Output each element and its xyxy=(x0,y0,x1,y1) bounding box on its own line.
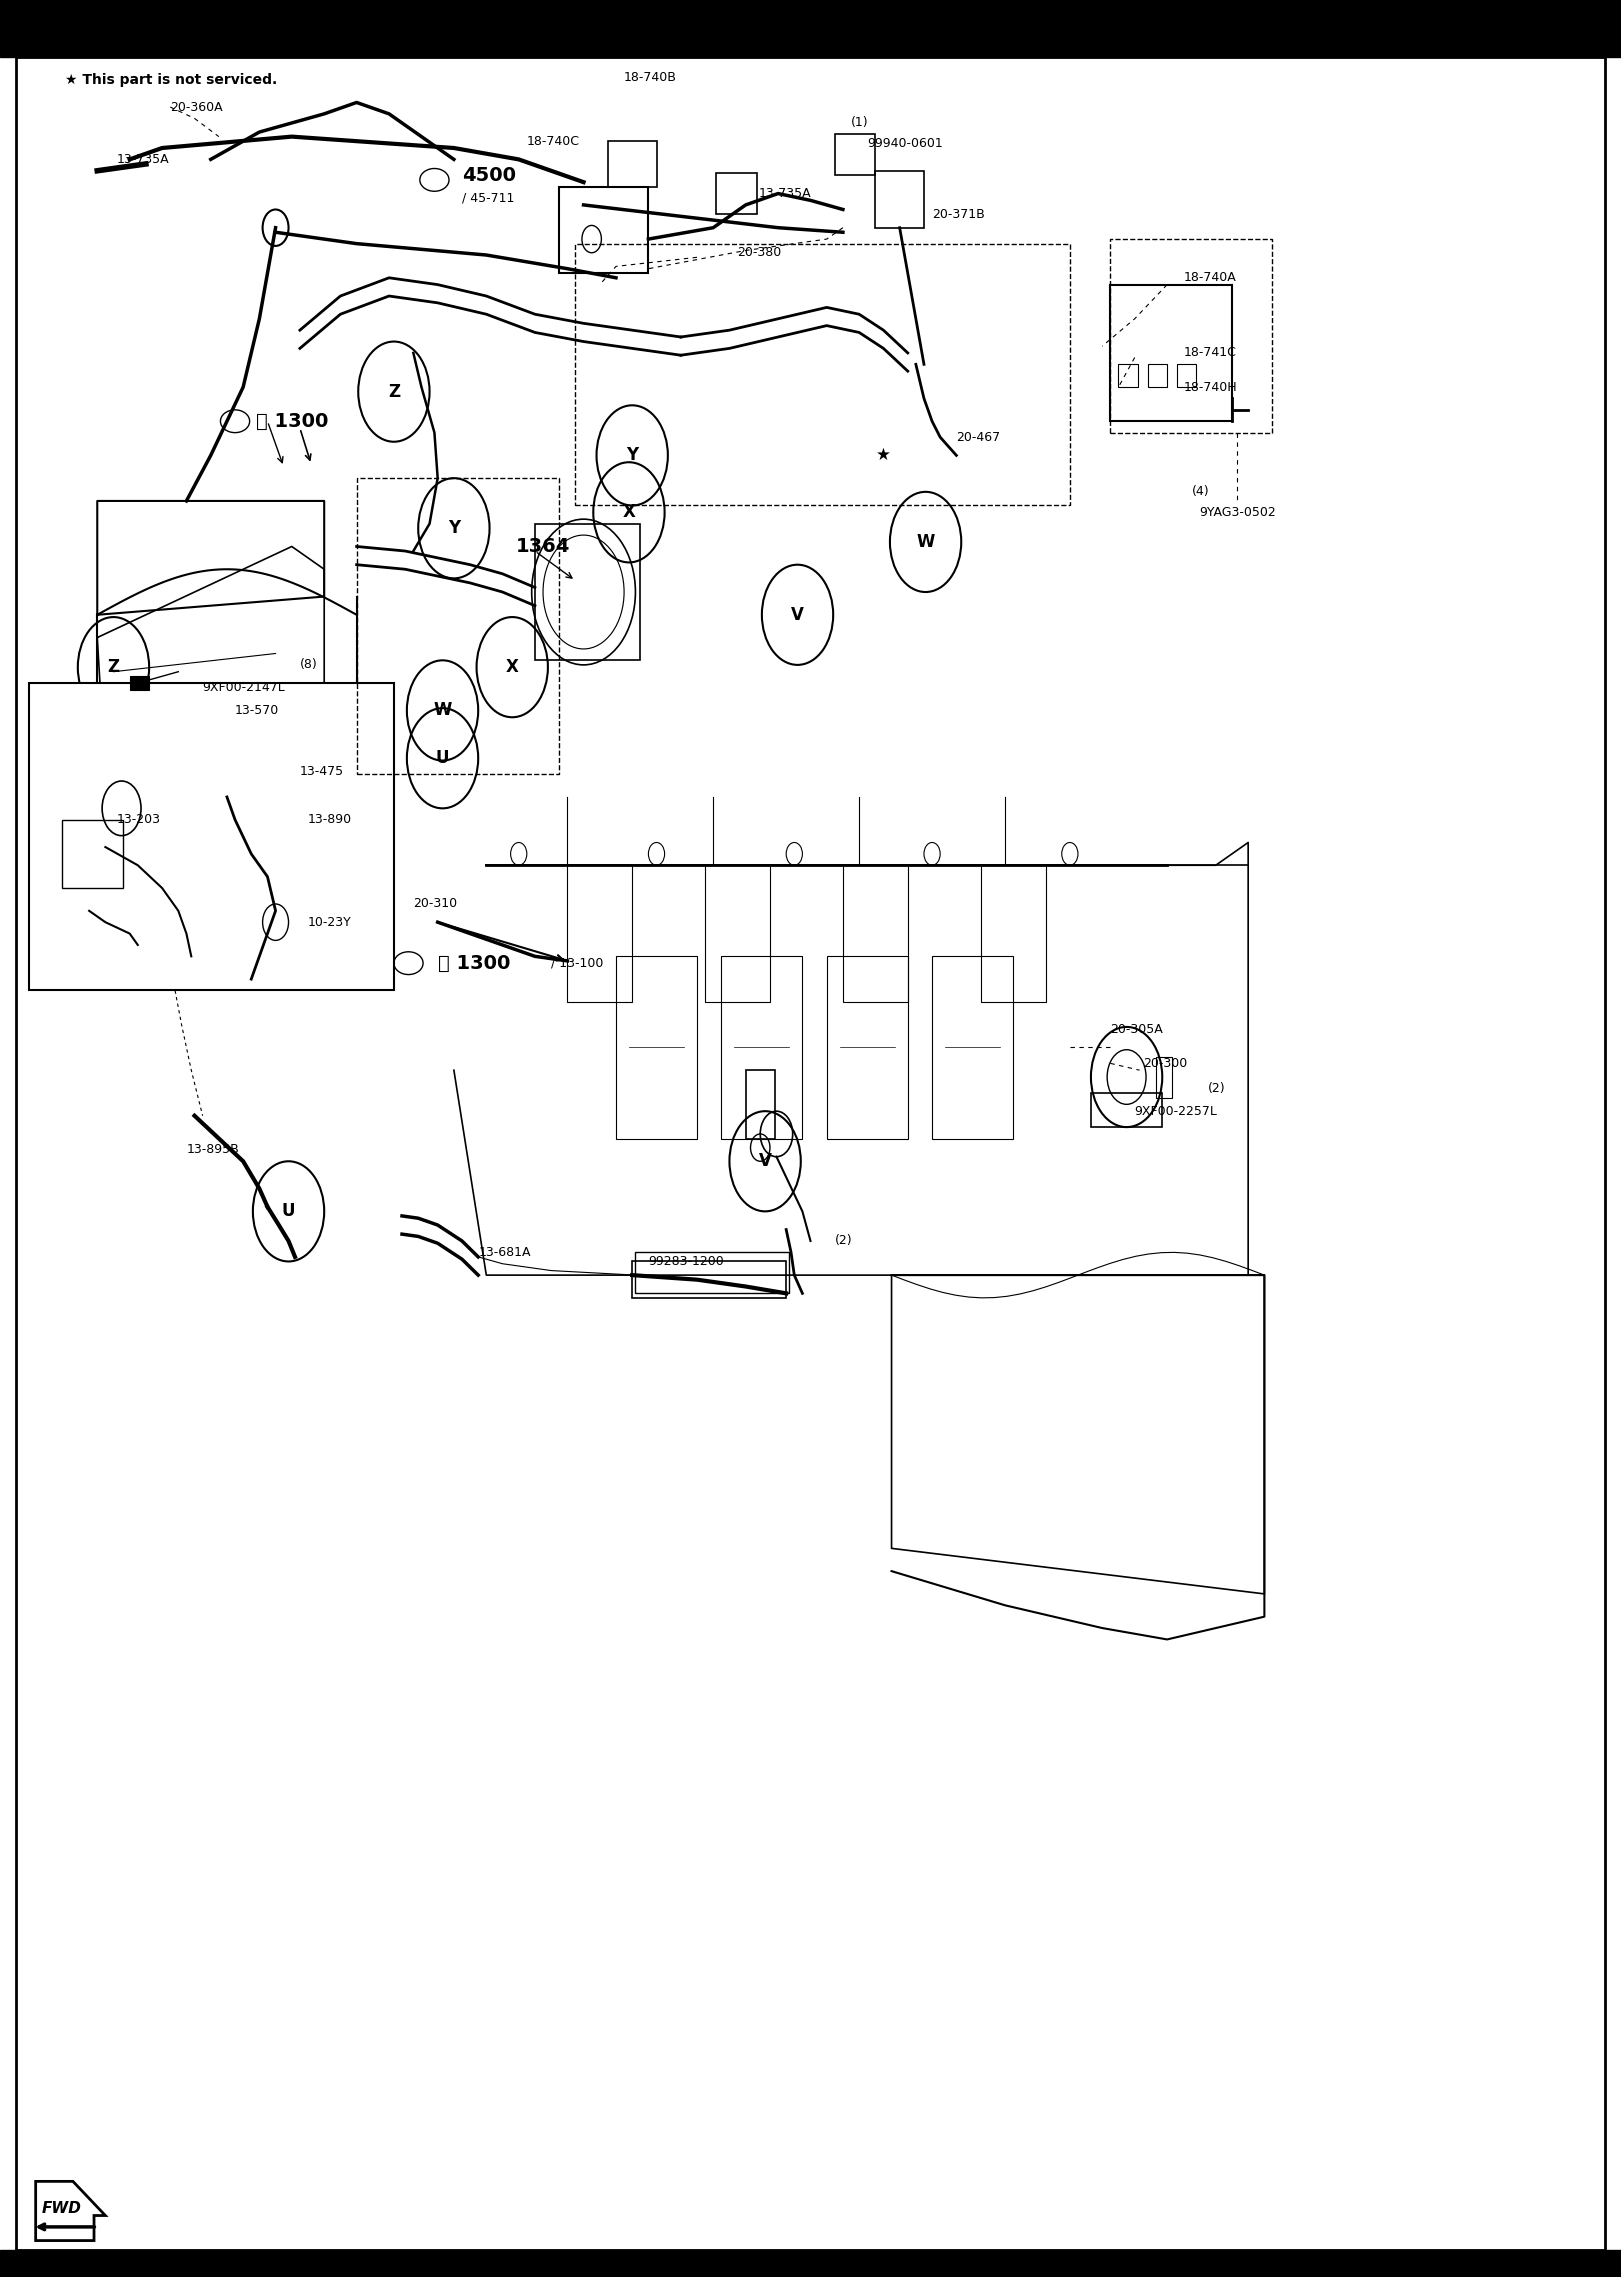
Text: 13-890: 13-890 xyxy=(308,813,352,827)
Text: W: W xyxy=(916,533,935,551)
Text: 20-467: 20-467 xyxy=(956,430,1000,444)
Bar xyxy=(0,2250,1621,2277)
Text: 18-740A: 18-740A xyxy=(1183,271,1237,285)
Bar xyxy=(0,0,1621,57)
Text: ★: ★ xyxy=(875,446,892,465)
Bar xyxy=(932,956,1013,1138)
Text: 99940-0601: 99940-0601 xyxy=(867,137,943,150)
Text: 20-360A: 20-360A xyxy=(170,100,222,114)
Text: / 13-100: / 13-100 xyxy=(551,956,603,970)
Text: 1364: 1364 xyxy=(515,537,571,556)
Text: 9XF00-2257L: 9XF00-2257L xyxy=(1135,1104,1217,1118)
Text: U: U xyxy=(436,749,449,767)
Text: 20-371B: 20-371B xyxy=(932,207,986,221)
Bar xyxy=(29,683,394,990)
Bar xyxy=(746,1070,775,1138)
Text: 18-740B: 18-740B xyxy=(624,71,678,84)
Text: (1): (1) xyxy=(851,116,869,130)
Text: 99283-1200: 99283-1200 xyxy=(648,1255,725,1268)
Bar xyxy=(1177,364,1196,387)
Bar xyxy=(1110,285,1232,421)
Bar xyxy=(843,865,908,1002)
Text: Y: Y xyxy=(447,519,460,537)
Bar xyxy=(827,956,908,1138)
Text: ★ This part is not serviced.: ★ This part is not serviced. xyxy=(65,73,277,87)
Bar xyxy=(130,676,149,690)
Bar xyxy=(575,244,1070,505)
Text: 20-305A: 20-305A xyxy=(1110,1022,1164,1036)
Bar xyxy=(559,187,648,273)
Text: 13-475: 13-475 xyxy=(300,765,344,779)
Bar xyxy=(1118,364,1138,387)
Text: (2): (2) xyxy=(1208,1082,1225,1095)
Text: 13-895B: 13-895B xyxy=(186,1143,240,1157)
Text: U: U xyxy=(282,1202,295,1220)
Text: V: V xyxy=(759,1152,772,1170)
Text: 18-740C: 18-740C xyxy=(527,134,580,148)
Bar xyxy=(1148,364,1167,387)
Text: 13-570: 13-570 xyxy=(235,704,279,717)
Text: 20-310: 20-310 xyxy=(413,897,457,911)
Text: 20-300: 20-300 xyxy=(1143,1057,1187,1070)
Bar xyxy=(835,134,875,175)
Text: 4500: 4500 xyxy=(462,166,515,184)
Text: (2): (2) xyxy=(835,1234,853,1248)
Bar xyxy=(535,524,640,660)
Text: Y: Y xyxy=(626,446,639,465)
Text: ⌓ 1300: ⌓ 1300 xyxy=(438,954,511,972)
Bar xyxy=(635,1252,789,1293)
Text: (8): (8) xyxy=(300,658,318,672)
Bar xyxy=(981,865,1046,1002)
Text: 9YAG3-0502: 9YAG3-0502 xyxy=(1200,505,1276,519)
Text: 10-23Y: 10-23Y xyxy=(308,915,352,929)
Text: Z: Z xyxy=(107,658,120,676)
Bar xyxy=(705,865,770,1002)
Bar xyxy=(616,956,697,1138)
Text: 13-681A: 13-681A xyxy=(478,1246,530,1259)
Bar xyxy=(357,478,559,774)
Text: Z: Z xyxy=(387,383,400,401)
Bar xyxy=(608,141,657,187)
Bar xyxy=(1156,1057,1172,1098)
Text: X: X xyxy=(506,658,519,676)
Text: ⌓ 1300: ⌓ 1300 xyxy=(256,412,329,430)
Text: 18-741C: 18-741C xyxy=(1183,346,1237,360)
Text: 20-380: 20-380 xyxy=(738,246,781,260)
Text: W: W xyxy=(433,701,452,720)
Bar xyxy=(1110,239,1272,433)
Text: 18-740H: 18-740H xyxy=(1183,380,1237,394)
Text: 9XF00-2147L: 9XF00-2147L xyxy=(203,681,285,694)
Bar xyxy=(716,173,757,214)
Text: FWD: FWD xyxy=(42,2202,81,2216)
Bar xyxy=(721,956,802,1138)
Bar xyxy=(62,820,123,888)
Bar xyxy=(567,865,632,1002)
Bar xyxy=(875,171,924,228)
Text: 13-735A: 13-735A xyxy=(759,187,810,200)
Text: V: V xyxy=(791,606,804,624)
Text: (4): (4) xyxy=(1191,485,1209,499)
Text: / 45-711: / 45-711 xyxy=(462,191,514,205)
Text: 13-203: 13-203 xyxy=(117,813,160,827)
Text: 13-735A: 13-735A xyxy=(117,153,169,166)
Text: X: X xyxy=(622,503,635,521)
Bar xyxy=(1091,1093,1162,1127)
Bar xyxy=(632,1261,786,1298)
